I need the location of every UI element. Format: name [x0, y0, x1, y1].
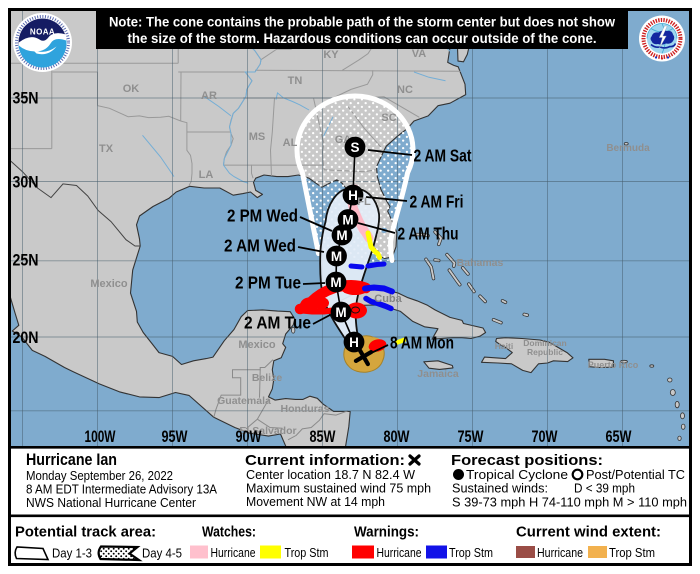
svg-text:2 AM Thu: 2 AM Thu [398, 224, 459, 244]
svg-text:Watches:: Watches: [202, 525, 256, 541]
svg-text:35N: 35N [13, 89, 39, 108]
svg-text:Trop Stm: Trop Stm [449, 546, 493, 560]
svg-text:Bahamas: Bahamas [457, 257, 504, 269]
svg-text:2 AM Tue: 2 AM Tue [244, 313, 311, 333]
svg-text:Republic: Republic [527, 347, 563, 357]
svg-text:M: M [331, 249, 342, 264]
svg-text:Cuba: Cuba [374, 293, 402, 305]
svg-text:Bermuda: Bermuda [606, 143, 650, 154]
svg-text:25N: 25N [13, 251, 39, 270]
svg-text:M: M [335, 305, 346, 320]
svg-text:Hurricane: Hurricane [377, 546, 422, 560]
svg-text:OK: OK [123, 83, 140, 95]
svg-text:Potential track area:: Potential track area: [15, 525, 156, 541]
svg-text:El Salvador: El Salvador [239, 425, 296, 437]
svg-text:Trop Stm: Trop Stm [609, 546, 655, 560]
svg-text:Jamaica: Jamaica [417, 368, 459, 380]
svg-text:Movement NW at 14 mph: Movement NW at 14 mph [246, 494, 385, 509]
svg-text:D < 39 mph: D < 39 mph [574, 481, 635, 496]
svg-text:NOAA: NOAA [30, 28, 55, 37]
svg-text:90W: 90W [236, 427, 263, 446]
svg-text:M: M [342, 212, 353, 227]
svg-text:Haiti: Haiti [495, 341, 513, 351]
svg-text:Guatemala: Guatemala [217, 395, 271, 407]
svg-text:MS: MS [249, 131, 266, 143]
svg-text:Monday September 26, 2022: Monday September 26, 2022 [26, 468, 173, 483]
svg-text:85W: 85W [310, 427, 337, 446]
svg-text:75W: 75W [458, 427, 485, 446]
svg-text:2 AM Wed: 2 AM Wed [224, 236, 296, 256]
svg-text:Dominican: Dominican [523, 338, 566, 348]
svg-text:8 AM EDT Intermediate Advisory: 8 AM EDT Intermediate Advisory 13A [26, 482, 217, 497]
svg-text:Post/Potential TC: Post/Potential TC [586, 467, 685, 482]
svg-text:70W: 70W [532, 427, 559, 446]
svg-text:Day 1-3: Day 1-3 [52, 547, 92, 561]
svg-text:Warnings:: Warnings: [354, 525, 419, 541]
svg-text:65W: 65W [606, 427, 633, 446]
svg-text:VA: VA [412, 48, 427, 60]
svg-text:Belize: Belize [252, 372, 283, 384]
svg-text:2 AM Fri: 2 AM Fri [410, 192, 464, 212]
svg-text:TX: TX [99, 143, 114, 155]
svg-text:TN: TN [288, 75, 303, 87]
svg-text:NC: NC [397, 84, 413, 96]
svg-text:Current information:: Current information: [245, 452, 405, 469]
svg-text:the size of the storm. Hazardo: the size of the storm. Hazardous conditi… [128, 31, 597, 46]
svg-text:80W: 80W [384, 427, 411, 446]
svg-text:Hurricane Ian: Hurricane Ian [26, 450, 117, 469]
svg-text:M: M [330, 275, 341, 290]
svg-text:Tropical Cyclone: Tropical Cyclone [466, 467, 568, 482]
svg-text:2 PM Tue: 2 PM Tue [235, 273, 301, 293]
svg-text:H: H [349, 335, 359, 350]
svg-text:100W: 100W [85, 427, 117, 446]
svg-text:AL: AL [283, 137, 298, 149]
svg-text:LA: LA [199, 169, 214, 181]
svg-text:S 39-73 mph H 74-110 mph M >: S 39-73 mph H 74-110 mph M > 110 mph [452, 495, 687, 510]
svg-text:FL: FL [357, 196, 371, 208]
svg-text:Note: The cone contains the pr: Note: The cone contains the probable pat… [109, 15, 615, 30]
svg-text:2 PM Wed: 2 PM Wed [227, 206, 298, 226]
svg-text:S: S [350, 140, 359, 155]
svg-text:Sustained winds:: Sustained winds: [452, 481, 548, 496]
svg-text:Honduras: Honduras [280, 403, 329, 415]
svg-text:2 AM Sat: 2 AM Sat [414, 146, 472, 166]
svg-text:H: H [348, 188, 358, 203]
svg-text:NWS National Hurricane Center: NWS National Hurricane Center [26, 495, 197, 510]
svg-text:Hurricane: Hurricane [537, 546, 583, 560]
svg-text:AR: AR [201, 90, 217, 102]
svg-text:Forecast positions:: Forecast positions: [451, 452, 603, 469]
svg-text:Hurricane: Hurricane [211, 546, 256, 560]
svg-text:Center location 18.7 N 82.4 W: Center location 18.7 N 82.4 W [246, 467, 416, 482]
svg-text:Mexico: Mexico [90, 278, 128, 290]
svg-text:8 AM Mon: 8 AM Mon [390, 333, 454, 353]
svg-text:20N: 20N [13, 328, 39, 347]
svg-text:M: M [336, 228, 347, 243]
svg-text:95W: 95W [162, 427, 189, 446]
svg-text:Puerto Rico: Puerto Rico [588, 360, 639, 370]
svg-text:Maximum sustained wind 75 mph: Maximum sustained wind 75 mph [246, 481, 431, 496]
svg-text:Day 4-5: Day 4-5 [142, 547, 182, 561]
svg-text:30N: 30N [13, 173, 39, 192]
svg-text:KY: KY [323, 49, 339, 61]
svg-text:Trop Stm: Trop Stm [285, 546, 329, 560]
svg-text:Current wind extent:: Current wind extent: [516, 525, 661, 541]
svg-text:SC: SC [381, 112, 396, 124]
svg-text:Mexico: Mexico [238, 339, 276, 351]
